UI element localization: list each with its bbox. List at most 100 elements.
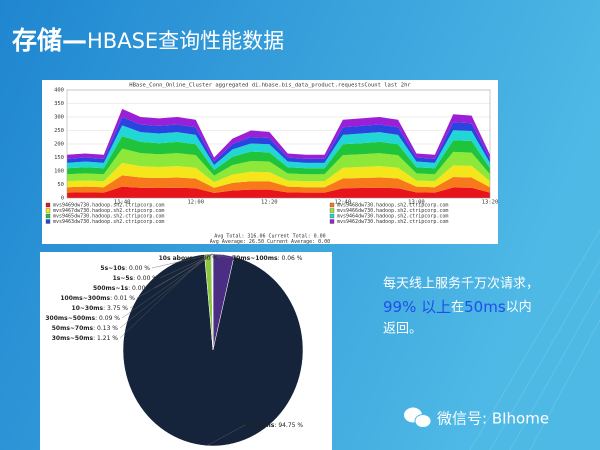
leader-line bbox=[119, 254, 209, 339]
legend-swatch bbox=[329, 213, 335, 219]
slice-label: 1s~5s: 0.00 % bbox=[113, 275, 159, 282]
area bbox=[67, 175, 490, 193]
slice-label: 0~10ms: 94.75 % bbox=[247, 422, 303, 429]
slice-value: 0.00 % bbox=[132, 285, 153, 292]
legend-swatch bbox=[329, 219, 335, 224]
note-line2: 99% 以上在50ms以内 bbox=[383, 298, 532, 316]
chart-title: HBase_Conn_Online_Cluster aggregated di.… bbox=[129, 83, 411, 89]
slice-name: 50ms~70ms bbox=[52, 325, 94, 332]
area bbox=[67, 136, 490, 176]
slice-label: 500ms~1s: 0.00 % bbox=[93, 285, 153, 292]
slice-value: 0.00 % bbox=[129, 265, 150, 272]
legend-label: mvs9464dw730.hadoop.sh2.ctripcorp.com bbox=[337, 214, 448, 220]
slice-label: 10s above: 0.00 % bbox=[159, 255, 219, 262]
title-rest: HBASE查询性能数据 bbox=[87, 29, 284, 53]
y-tick-label: 0 bbox=[61, 196, 64, 202]
title-bold: 存储— bbox=[12, 26, 87, 55]
legend-swatch bbox=[329, 208, 335, 213]
footer-stat: Avg Average: 26.50 Current Average: 0.00 bbox=[210, 239, 330, 245]
footer-stat: Avg Total: 316.06 Current Total: 0.00 bbox=[214, 234, 325, 240]
note-text: 以内 bbox=[506, 299, 532, 315]
area bbox=[67, 186, 490, 198]
legend-label: mvs9466dw730.hadoop.sh2.ctripcorp.com bbox=[337, 208, 448, 214]
slice-label: 100ms~300ms: 0.01 % bbox=[60, 295, 135, 302]
area bbox=[67, 162, 490, 188]
slice-value: 1.21 % bbox=[97, 335, 118, 342]
x-tick-label: 11:40 bbox=[114, 200, 131, 206]
y-tick-label: 200 bbox=[54, 142, 64, 148]
slice-value: 0.13 % bbox=[97, 325, 118, 332]
slice-value: 0.00 % bbox=[197, 255, 218, 262]
slice-label: 70ms~100ms: 0.06 % bbox=[232, 255, 303, 262]
leader-line bbox=[212, 253, 231, 259]
legend-swatch bbox=[45, 202, 51, 208]
leader-line bbox=[154, 253, 214, 289]
legend-label: mvs9465dw730.hadoop.sh2.ctripcorp.com bbox=[53, 214, 164, 220]
area bbox=[67, 125, 490, 170]
slice-value: 0.01 % bbox=[114, 295, 135, 302]
x-tick-label: 12:20 bbox=[261, 200, 278, 206]
slice-label: 10~30ms: 3.75 % bbox=[72, 305, 129, 312]
note-line3: 返回。 bbox=[383, 322, 422, 337]
leader-line bbox=[159, 253, 214, 279]
slice-name: 5s~10s bbox=[100, 265, 125, 272]
legend-swatch bbox=[45, 213, 51, 219]
watermark: 微信号: BIhome bbox=[437, 410, 549, 428]
legend-label: mvs9467dw730.hadoop.sh2.ctripcorp.com bbox=[53, 208, 164, 214]
decor-lines bbox=[469, 229, 600, 450]
note-text: 在 bbox=[451, 300, 464, 315]
x-tick-label: 12:40 bbox=[335, 200, 352, 206]
slice-value: 94.75 % bbox=[278, 422, 303, 429]
highlight: 99% 以上 bbox=[383, 298, 451, 316]
legend-label: mvs9462dw730.hadoop.sh2.ctripcorp.com bbox=[337, 219, 448, 225]
legend-swatch bbox=[329, 202, 335, 208]
slice-value: 0.09 % bbox=[99, 315, 120, 322]
y-tick-label: 300 bbox=[54, 115, 64, 121]
slice-value: 0.06 % bbox=[282, 255, 303, 262]
leader-line bbox=[121, 253, 213, 319]
legend-label: mvs9463dw730.hadoop.sh2.ctripcorp.com bbox=[53, 219, 164, 225]
slice-label: 30ms~50ms: 1.21 % bbox=[52, 335, 119, 342]
y-tick-label: 250 bbox=[54, 128, 64, 134]
slice-name: 100ms~300ms bbox=[60, 295, 110, 302]
slide-title: 存储—HBASE查询性能数据 bbox=[12, 26, 284, 55]
slice-name: 1s~5s bbox=[113, 275, 134, 282]
x-tick-label: 13:00 bbox=[408, 200, 425, 206]
y-tick-label: 350 bbox=[54, 101, 64, 107]
leader-line bbox=[119, 253, 212, 329]
legend-swatch bbox=[45, 208, 51, 213]
slice-label: 300ms~500ms: 0.09 % bbox=[45, 315, 120, 322]
y-tick-label: 400 bbox=[54, 88, 64, 94]
slice-name: 0~10ms bbox=[247, 422, 275, 429]
slice-name: 300ms~500ms bbox=[45, 315, 95, 322]
legend-label: mvs9468dw730.hadoop.sh2.ctripcorp.com bbox=[337, 203, 448, 209]
area bbox=[67, 148, 490, 183]
x-tick-label: 13:20 bbox=[482, 200, 499, 206]
slice-value: 0.00 % bbox=[137, 275, 158, 282]
wechat-icon bbox=[404, 407, 432, 428]
leader-line bbox=[136, 253, 213, 299]
x-tick-label: 12:00 bbox=[187, 200, 204, 206]
slice-value: 3.75 % bbox=[107, 305, 128, 312]
legend-swatch bbox=[45, 219, 51, 224]
slice-name: 70ms~100ms bbox=[232, 255, 278, 262]
highlight: 50ms bbox=[464, 298, 506, 316]
y-tick-label: 50 bbox=[57, 182, 64, 188]
slice-name: 500ms~1s bbox=[93, 285, 129, 292]
y-tick-label: 150 bbox=[54, 155, 64, 161]
plot-frame bbox=[66, 89, 491, 199]
leader-line bbox=[206, 424, 246, 446]
y-tick-label: 100 bbox=[54, 169, 64, 175]
leader-line bbox=[151, 253, 214, 269]
slice-label: 50ms~70ms: 0.13 % bbox=[52, 325, 119, 332]
slice-name: 10s above bbox=[159, 255, 193, 262]
slice-name: 30ms~50ms bbox=[52, 335, 94, 342]
area bbox=[67, 108, 490, 162]
leader-line bbox=[212, 253, 221, 259]
area bbox=[67, 117, 490, 166]
slice-label: 5s~10s: 0.00 % bbox=[100, 265, 150, 272]
note-line1: 每天线上服务千万次请求， bbox=[383, 276, 539, 292]
legend-label: mvs9469dw730.hadoop.sh2.ctripcorp.com bbox=[53, 203, 164, 209]
slice-name: 10~30ms bbox=[72, 305, 104, 312]
